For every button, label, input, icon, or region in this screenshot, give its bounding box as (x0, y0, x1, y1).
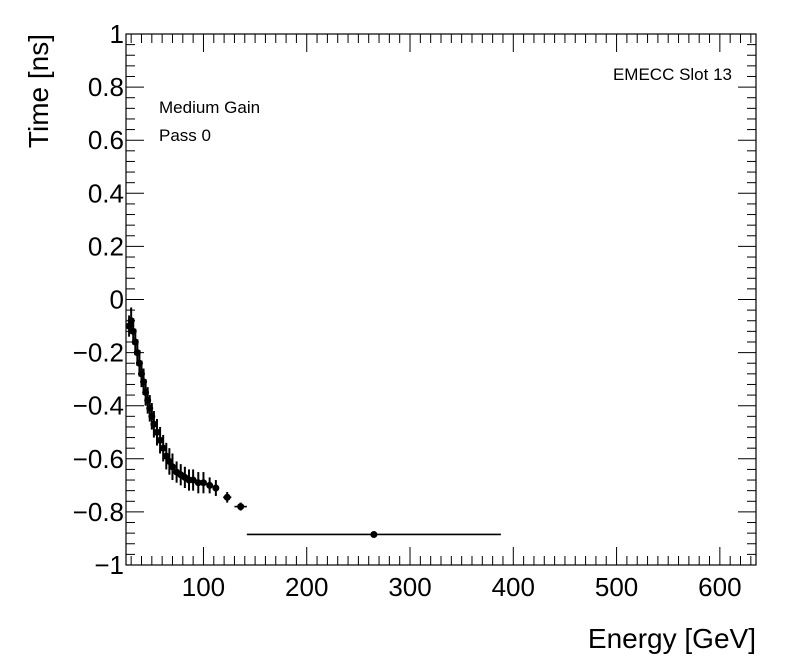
y-tick-label: 0.8 (88, 72, 124, 102)
x-tick-label: 500 (595, 572, 638, 602)
y-tick-label: −1 (94, 550, 124, 580)
x-tick-label: 400 (492, 572, 535, 602)
y-tick-label: 0.6 (88, 125, 124, 155)
x-tick-label: 100 (182, 572, 225, 602)
chart-title: EMECC Slot 13 (613, 65, 732, 84)
y-tick-label: 0.2 (88, 231, 124, 261)
data-point (199, 479, 207, 487)
data-point (162, 452, 170, 460)
y-tick-label: 1 (110, 19, 124, 49)
data-point (370, 530, 378, 538)
x-tick-label: 300 (388, 572, 431, 602)
data-point (168, 463, 176, 471)
data-point (150, 420, 158, 428)
data-point (165, 457, 173, 465)
y-tick-label: −0.8 (73, 497, 124, 527)
ticks-layer (126, 33, 756, 566)
data-point (189, 476, 197, 484)
annotation-gain: Medium Gain (159, 98, 260, 117)
points-layer (125, 307, 501, 538)
y-tick-label: −0.4 (73, 391, 124, 421)
annotation-pass: Pass 0 (159, 126, 211, 145)
data-point (206, 481, 214, 489)
x-tick-label: 200 (285, 572, 328, 602)
data-point (194, 479, 202, 487)
x-axis-title: Energy [GeV] (588, 623, 756, 654)
y-tick-label: 0 (110, 285, 124, 315)
y-tick-label: −0.6 (73, 444, 124, 474)
x-tick-label: 600 (698, 572, 741, 602)
data-point (223, 493, 231, 501)
data-point (212, 484, 220, 492)
y-tick-label: −0.2 (73, 338, 124, 368)
y-axis-title: Time [ns] (23, 34, 54, 148)
data-point (153, 428, 161, 436)
data-point (237, 503, 245, 511)
labels-layer: −1 −0.8 −0.6 −0.4 −0.2 0 0.2 0.4 0.6 0.8 1 100 200 30… (73, 19, 742, 602)
data-point (159, 444, 167, 452)
y-tick-label: 0.4 (88, 178, 124, 208)
data-point (156, 436, 164, 444)
